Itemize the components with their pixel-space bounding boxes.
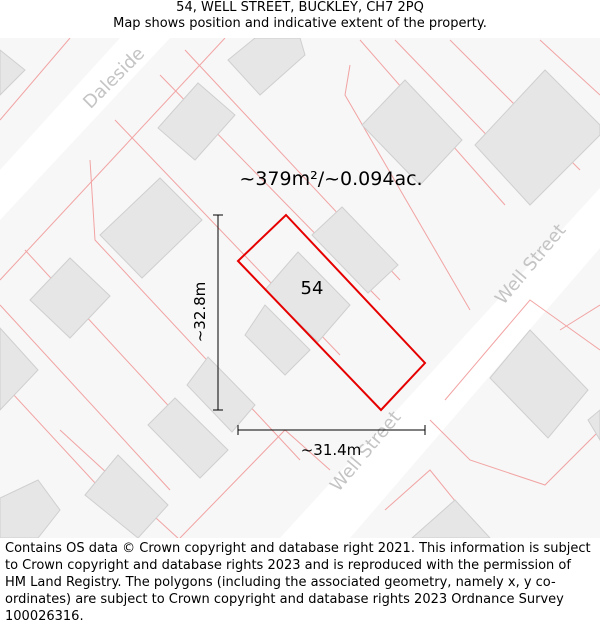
attribution-footer: Contains OS data © Crown copyright and d… — [5, 541, 591, 624]
width-dimension-label: ~31.4m — [301, 441, 362, 459]
buildings — [0, 37, 600, 539]
map-header: 54, WELL STREET, BUCKLEY, CH7 2PQ Map sh… — [0, 0, 600, 38]
property-outline[interactable] — [236, 213, 427, 412]
daleside-road — [0, 38, 170, 220]
map-subtitle: Map shows position and indicative extent… — [113, 16, 487, 31]
map-canvas[interactable]: Daleside Well Street Well Street ~379m²/… — [0, 37, 600, 541]
address-title: 54, WELL STREET, BUCKLEY, CH7 2PQ — [176, 0, 424, 15]
width-dimension-line — [237, 425, 426, 435]
plot-number-label: 54 — [301, 278, 324, 299]
area-label: ~379m²/~0.094ac. — [239, 168, 422, 190]
well-street-road — [280, 188, 600, 538]
height-dimension-label: ~32.8m — [191, 282, 209, 343]
height-dimension-line — [213, 214, 223, 411]
